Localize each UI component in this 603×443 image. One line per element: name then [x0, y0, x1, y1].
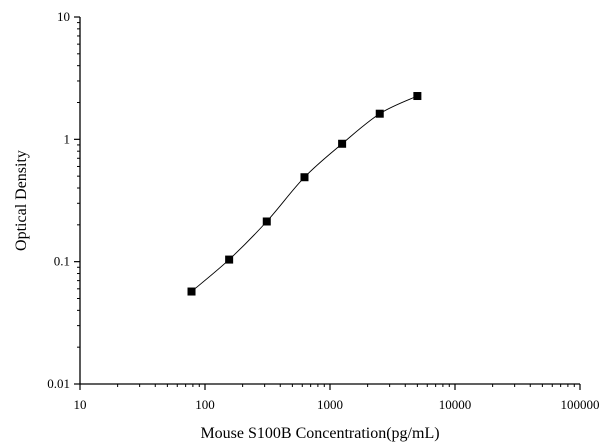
y-tick-label: 1 — [64, 131, 71, 146]
x-tick-label: 100000 — [561, 397, 600, 412]
data-point — [187, 287, 196, 296]
y-tick-label: 10 — [57, 9, 70, 24]
data-point — [338, 139, 347, 148]
x-tick-label: 10 — [74, 397, 87, 412]
x-tick-label: 1000 — [317, 397, 343, 412]
y-ticks: 0.01 0.1 1 10 — [47, 9, 80, 391]
y-tick-label: 0.01 — [47, 376, 70, 391]
x-tick-label: 100 — [195, 397, 215, 412]
series — [187, 92, 422, 296]
x-axis-title: Mouse S100B Concentration(pg/mL) — [200, 425, 439, 442]
x-ticks: 10 100 1000 10000 100000 — [74, 384, 600, 412]
data-point — [262, 217, 271, 226]
x-tick-label: 10000 — [439, 397, 472, 412]
axes — [79, 17, 580, 385]
data-point — [375, 109, 384, 118]
data-point — [413, 92, 422, 101]
y-axis-title: Optical Density — [13, 150, 30, 251]
data-point — [225, 255, 234, 264]
y-tick-label: 0.1 — [54, 254, 70, 269]
data-point — [300, 173, 309, 182]
